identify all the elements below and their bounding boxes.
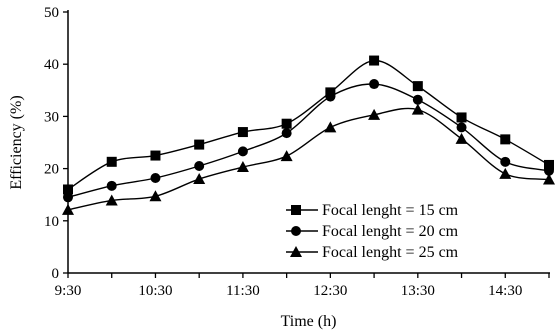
y-tick-label: 50 <box>44 5 59 21</box>
series-3-point <box>324 121 337 133</box>
legend-marker-1 <box>291 205 301 215</box>
series-1-point <box>106 156 117 167</box>
series-3-point <box>62 203 74 215</box>
series-2-point <box>63 192 73 203</box>
y-tick-label: 20 <box>44 162 59 178</box>
series-3-point <box>368 108 381 120</box>
series-2-point <box>194 160 205 171</box>
series-3-point <box>236 161 249 173</box>
series-3-point <box>193 173 206 185</box>
x-tick-label: 11:30 <box>226 283 260 299</box>
series-1-point <box>281 118 292 129</box>
series-2-point <box>500 156 511 167</box>
series-3-point <box>411 103 424 115</box>
legend-label-3: Focal lenght = 25 cm <box>322 244 459 261</box>
series-2-point <box>237 146 248 157</box>
series-2-point <box>412 94 423 105</box>
series-1-point <box>63 184 73 195</box>
legend: Focal lenght = 15 cm Focal lenght = 20 cm… <box>286 202 459 261</box>
series-1-point <box>194 139 205 150</box>
series-3-point <box>499 167 512 179</box>
y-tick-label: 0 <box>52 266 60 282</box>
legend-label-1: Focal lenght = 15 cm <box>322 202 459 219</box>
x-tick-label: 12:30 <box>313 283 347 299</box>
tick-labels: 0 10 20 30 40 50 9:30 10:30 11:30 12:30 13:30 14:30 <box>44 5 522 299</box>
series-3-point <box>543 173 555 185</box>
series-2-point <box>325 91 336 102</box>
series-line-2 <box>67 83 550 198</box>
x-tick-label: 9:30 <box>55 283 82 299</box>
legend-marker-2 <box>291 226 301 236</box>
series-1-point <box>544 159 554 170</box>
series-3-point <box>105 194 118 206</box>
series-1-point <box>500 134 511 145</box>
y-tick-label: 40 <box>44 57 59 73</box>
axes <box>63 10 550 278</box>
series-2-point <box>544 165 554 176</box>
series-2-point <box>106 180 117 191</box>
legend-label-2: Focal lenght = 20 cm <box>322 223 459 240</box>
series-3-point <box>455 132 468 144</box>
series-group <box>62 55 555 215</box>
y-tick-label: 30 <box>44 109 59 125</box>
series-2-point <box>150 172 161 183</box>
series-1-point <box>150 150 161 161</box>
series-line-1 <box>67 59 550 191</box>
series-1-point <box>369 55 380 66</box>
series-line-3 <box>67 107 550 211</box>
series-3-point <box>149 190 162 202</box>
series-1-point <box>412 81 423 92</box>
series-2-point <box>456 122 467 133</box>
series-1-point <box>456 112 467 123</box>
x-tick-label: 13:30 <box>401 283 435 299</box>
y-axis-title: Efficiency (%) <box>8 95 25 189</box>
y-tick-label: 10 <box>44 214 59 230</box>
x-tick-label: 14:30 <box>488 283 522 299</box>
series-1-point <box>237 127 248 138</box>
series-3-point <box>280 150 293 162</box>
series-2-point <box>369 79 380 90</box>
series-2-point <box>281 128 292 139</box>
legend-marker-3 <box>290 246 302 257</box>
x-axis-title: Time (h) <box>281 313 337 330</box>
x-tick-label: 10:30 <box>138 283 172 299</box>
